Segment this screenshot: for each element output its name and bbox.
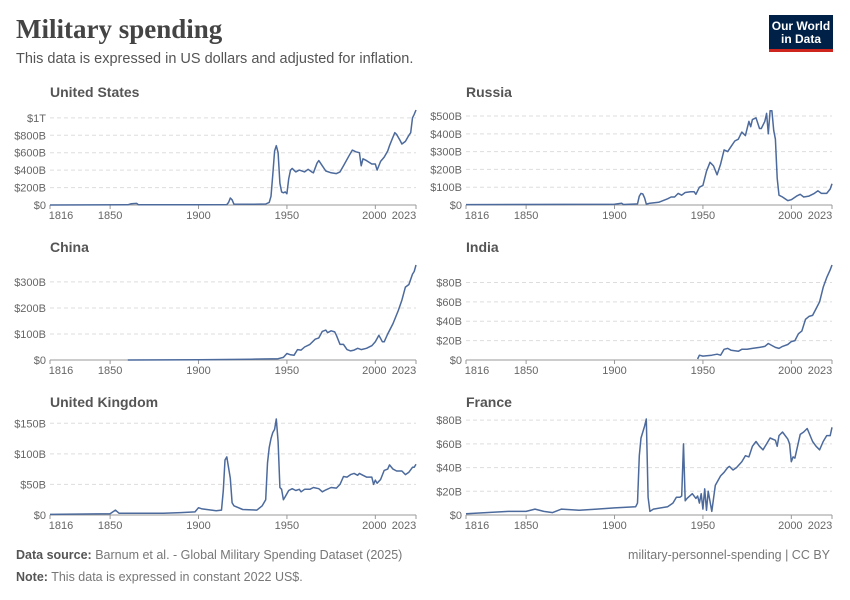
- x-tick-label: 1950: [275, 210, 299, 222]
- x-tick-label: 2023: [808, 210, 832, 222]
- y-tick-label: $100B: [430, 182, 462, 194]
- x-tick-label: 1950: [691, 365, 715, 377]
- x-tick-label: 1900: [186, 365, 210, 377]
- series-line: [49, 109, 417, 206]
- panel-united-kingdom: United Kingdom $0 $50B $100B $150B 1816 1850 19…: [14, 394, 417, 532]
- y-tick-label: $80B: [436, 415, 462, 427]
- panel-title: United States: [50, 84, 140, 100]
- x-tick-label: 2000: [362, 210, 386, 222]
- source-label: Data source:: [16, 548, 92, 562]
- x-tick-label: 1816: [465, 210, 489, 222]
- x-tick-label: 1950: [275, 520, 299, 532]
- note: Note: This data is expressed in constant…: [16, 570, 303, 584]
- y-tick-label: $400B: [14, 165, 46, 177]
- series-line: [696, 264, 833, 360]
- y-tick-label: $200B: [430, 164, 462, 176]
- panel-india: India $0 $20B $40B $60B $80B 1816 1850 1900 1950 2…: [436, 239, 833, 377]
- y-tick-label: $200B: [14, 303, 46, 315]
- data-source: Data source: Barnum et al. - Global Mili…: [16, 548, 402, 562]
- x-tick-label: 1850: [98, 210, 122, 222]
- series-line: [49, 418, 417, 516]
- y-tick-label: $0: [450, 510, 462, 522]
- x-tick-label: 1900: [602, 210, 626, 222]
- y-tick-label: $100B: [14, 329, 46, 341]
- x-tick-label: 1900: [186, 210, 210, 222]
- y-tick-label: $0: [450, 355, 462, 367]
- x-tick-label: 2023: [808, 365, 832, 377]
- x-tick-label: 1850: [514, 210, 538, 222]
- x-tick-label: 1850: [98, 365, 122, 377]
- panel-title: Russia: [466, 84, 512, 100]
- panel-russia: Russia $0 $100B $200B $300B $400B $500B 1816 185…: [430, 84, 833, 222]
- x-tick-label: 1950: [691, 210, 715, 222]
- x-tick-label: 1950: [691, 520, 715, 532]
- panel-title: China: [50, 239, 89, 255]
- page-subtitle: This data is expressed in US dollars and…: [16, 51, 414, 67]
- x-tick-label: 2000: [362, 520, 386, 532]
- owid-logo[interactable]: Our World in Data: [769, 15, 833, 52]
- y-tick-label: $200B: [14, 183, 46, 195]
- y-tick-label: $60B: [436, 297, 462, 309]
- note-text: This data is expressed in constant 2022 …: [51, 570, 303, 584]
- panel-united-states: United States $0 $200B $400B $600B $800B $1T 18…: [14, 84, 417, 222]
- series-line: [127, 264, 417, 361]
- y-tick-label: $1T: [27, 113, 46, 125]
- x-tick-label: 1816: [465, 365, 489, 377]
- y-tick-label: $300B: [430, 147, 462, 159]
- y-tick-label: $0: [34, 200, 46, 212]
- x-tick-label: 1816: [465, 520, 489, 532]
- y-tick-label: $100B: [14, 449, 46, 461]
- panel-title: France: [466, 394, 512, 410]
- x-tick-label: 2000: [778, 520, 802, 532]
- x-tick-label: 2023: [392, 365, 416, 377]
- x-tick-label: 1900: [602, 520, 626, 532]
- x-tick-label: 1816: [49, 210, 73, 222]
- x-tick-label: 2023: [392, 210, 416, 222]
- panel-china: China $0 $100B $200B $300B 1816 1850 1900 1950 20…: [14, 239, 417, 377]
- x-tick-label: 1900: [602, 365, 626, 377]
- x-tick-label: 1816: [49, 365, 73, 377]
- y-tick-label: $50B: [20, 479, 46, 491]
- y-tick-label: $800B: [14, 130, 46, 142]
- y-tick-label: $0: [34, 510, 46, 522]
- y-tick-label: $600B: [14, 148, 46, 160]
- x-tick-label: 1850: [514, 365, 538, 377]
- x-tick-label: 1950: [275, 365, 299, 377]
- y-tick-label: $300B: [14, 277, 46, 289]
- panel-title: India: [466, 239, 499, 255]
- y-tick-label: $0: [34, 355, 46, 367]
- y-tick-label: $40B: [436, 463, 462, 475]
- x-tick-label: 1850: [98, 520, 122, 532]
- series-line: [465, 418, 833, 515]
- y-tick-label: $0: [450, 200, 462, 212]
- y-tick-label: $150B: [14, 418, 46, 430]
- x-tick-label: 2000: [778, 210, 802, 222]
- x-tick-label: 2023: [808, 520, 832, 532]
- chart-slug-license[interactable]: military-personnel-spending | CC BY: [628, 548, 830, 562]
- x-tick-label: 1850: [514, 520, 538, 532]
- y-tick-label: $20B: [436, 336, 462, 348]
- y-tick-label: $80B: [436, 277, 462, 289]
- x-tick-label: 2023: [392, 520, 416, 532]
- x-tick-label: 1900: [186, 520, 210, 532]
- y-tick-label: $60B: [436, 439, 462, 451]
- y-tick-label: $400B: [430, 129, 462, 141]
- page-title: Military spending: [16, 14, 223, 44]
- y-tick-label: $20B: [436, 486, 462, 498]
- x-tick-label: 1816: [49, 520, 73, 532]
- y-tick-label: $40B: [436, 316, 462, 328]
- panel-title: United Kingdom: [50, 394, 158, 410]
- series-line: [465, 109, 833, 206]
- y-tick-label: $500B: [430, 111, 462, 123]
- source-text[interactable]: Barnum et al. - Global Military Spending…: [95, 548, 403, 562]
- x-tick-label: 2000: [362, 365, 386, 377]
- note-label: Note:: [16, 570, 48, 584]
- panel-france: France $0 $20B $40B $60B $80B 1816 1850 1900 1950…: [436, 394, 833, 532]
- x-tick-label: 2000: [778, 365, 802, 377]
